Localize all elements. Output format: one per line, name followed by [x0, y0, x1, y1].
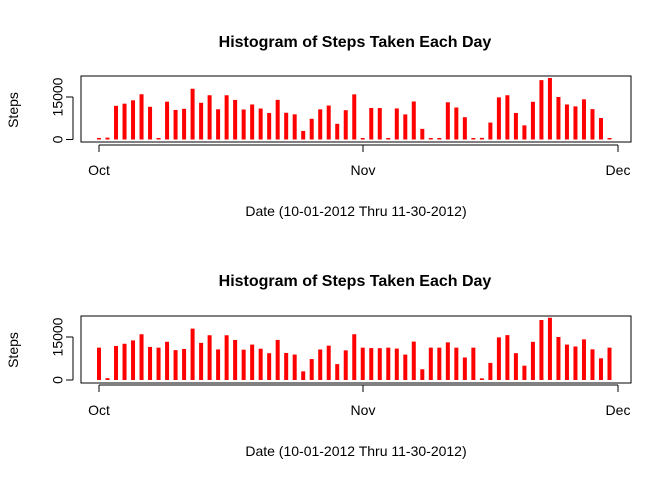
y-axis-label: Steps: [5, 332, 21, 368]
x-tick-label-oct: Oct: [88, 402, 110, 418]
bar-series: [97, 317, 612, 380]
x-axis-label: Date (10-01-2012 Thru 11-30-2012): [245, 443, 466, 459]
x-tick-label-dec: Dec: [606, 162, 631, 178]
y-tick-label-15000: 15000: [50, 317, 66, 356]
x-tick-label-oct: Oct: [88, 162, 110, 178]
x-axis-label: Date (10-01-2012 Thru 11-30-2012): [245, 203, 466, 219]
chart-title: Histogram of Steps Taken Each Day: [219, 34, 492, 51]
x-tick-label-nov: Nov: [351, 162, 376, 178]
bar-series: [97, 77, 612, 140]
y-tick-label-0: 0: [50, 135, 66, 143]
y-tick-label-0: 0: [50, 376, 66, 384]
chart-title: Histogram of Steps Taken Each Day: [219, 273, 492, 290]
plot-area-frame: [80, 315, 632, 384]
chart-panel-2: Histogram of Steps Taken Each Day 0 1500…: [5, 273, 632, 459]
y-axis-label: Steps: [5, 92, 21, 128]
chart-panel-1: Histogram of Steps Taken Each Day 0 1500…: [5, 34, 632, 219]
plot-area-frame: [80, 75, 632, 143]
x-tick-label-dec: Dec: [606, 402, 631, 418]
y-tick-label-15000: 15000: [50, 77, 66, 116]
x-tick-label-nov: Nov: [351, 402, 376, 418]
